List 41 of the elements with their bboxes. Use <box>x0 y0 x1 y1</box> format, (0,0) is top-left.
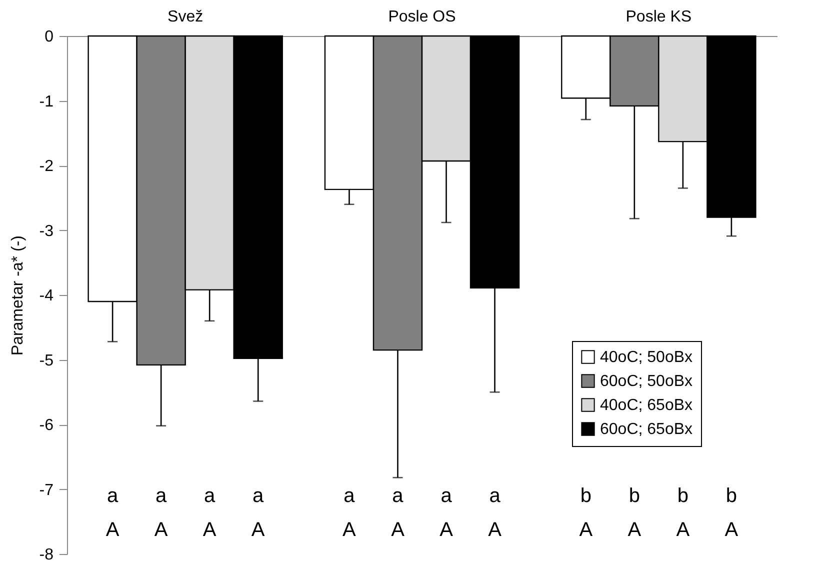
y-tick-label: -4 <box>39 288 54 304</box>
annotation: b <box>628 485 640 507</box>
annotation: A <box>342 519 357 541</box>
annotation: A <box>579 519 594 541</box>
annotation: A <box>106 519 120 541</box>
y-tick-label: -1 <box>39 93 54 110</box>
annotation: b <box>677 485 688 507</box>
legend-label: 40oC; 50oBx <box>600 349 693 366</box>
annotation: a <box>440 485 453 507</box>
annotation: A <box>440 519 454 541</box>
x-tick-label: Posle KS <box>626 8 692 26</box>
legend-label: 60oC; 50oBx <box>600 373 693 390</box>
annotation: A <box>676 519 690 541</box>
y-tick-label: -8 <box>39 546 54 564</box>
y-tick-label: -7 <box>39 482 54 499</box>
legend-label: 40oC; 65oBx <box>600 397 693 414</box>
annotation: A <box>628 519 642 541</box>
legend-label: 60oC; 65oBx <box>600 421 693 438</box>
annotation: a <box>344 485 356 507</box>
y-tick-label: -6 <box>39 417 54 434</box>
y-axis-title: Parametar -a* (-) <box>9 235 26 356</box>
annotation: b <box>726 485 738 507</box>
annotation: A <box>202 519 217 541</box>
annotation: a <box>204 485 216 507</box>
annotation: A <box>391 519 406 541</box>
annotation: A <box>154 519 168 541</box>
x-tick-label: Svež <box>168 8 204 26</box>
annotation: a <box>156 485 168 507</box>
y-tick-label: -2 <box>39 158 54 175</box>
annotation: A <box>724 519 739 541</box>
annotation: a <box>106 485 119 507</box>
y-tick-label: -3 <box>39 222 54 240</box>
x-tick-label: Posle OS <box>388 8 456 26</box>
annotation: a <box>489 485 502 507</box>
annotation: a <box>252 485 265 507</box>
annotation: a <box>392 485 404 507</box>
y-tick-label: 0 <box>44 28 54 46</box>
y-tick-label: -5 <box>39 352 54 370</box>
annotation: A <box>488 519 502 541</box>
annotation: b <box>580 485 592 507</box>
annotation: A <box>251 519 266 541</box>
